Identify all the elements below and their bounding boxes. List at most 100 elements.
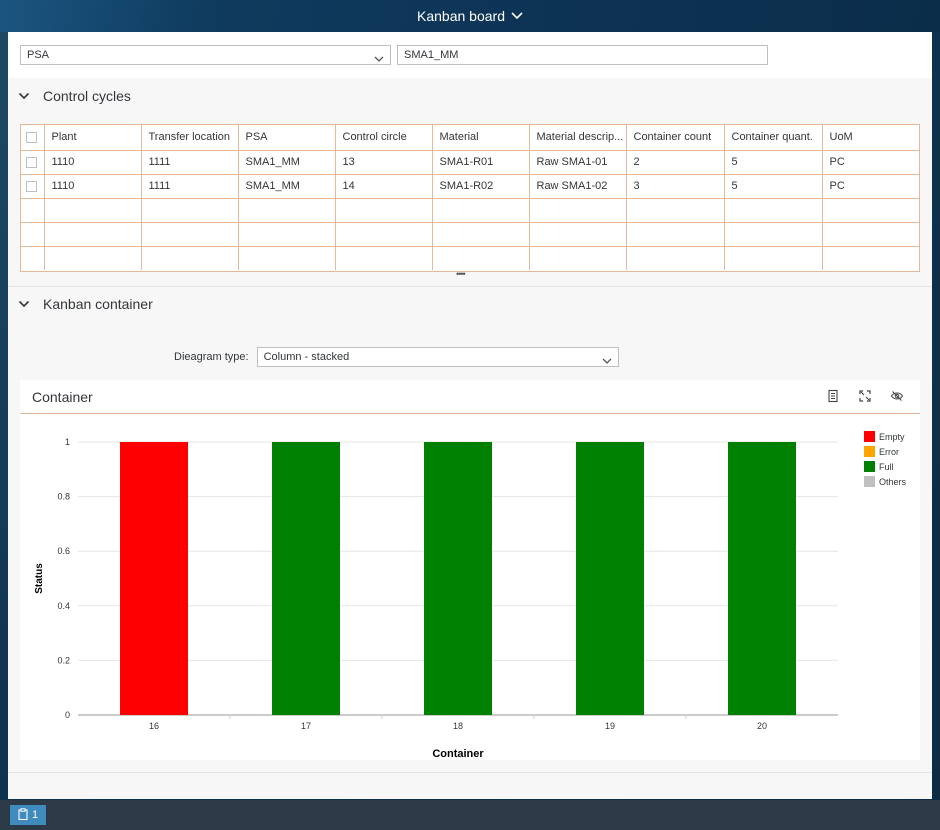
row-checkbox[interactable] — [26, 180, 37, 192]
hide-icon[interactable] — [890, 389, 906, 405]
messages-count: 1 — [31, 809, 39, 821]
chart-legend: Empty Error Full Others — [864, 429, 906, 489]
table-cell: SMA1-R01 — [432, 150, 530, 175]
row-checkbox[interactable] — [26, 156, 37, 168]
container-status-chart: 0 0.2 0.4 0.6 0.8 1 16 17 18 19 20 Container Status — [34, 437, 838, 760]
bar-full-18 — [424, 442, 492, 715]
table-cell: 5 — [724, 150, 823, 175]
column-header[interactable]: Material descrip... — [529, 125, 627, 151]
y-axis-title: Status — [34, 563, 45, 594]
table-cell: PC — [822, 150, 920, 175]
table-cell: Raw SMA1-01 — [529, 150, 627, 175]
column-header[interactable]: Plant — [44, 125, 142, 151]
chevron-down-icon — [602, 353, 612, 371]
table-cell: 1110 — [44, 150, 142, 175]
y-tick-label: 0.8 — [57, 492, 70, 502]
psa-select-value: PSA — [27, 49, 50, 61]
table-row[interactable]: 1110 1111 SMA1_MM 13 SMA1-R01 Raw SMA1-0… — [21, 150, 920, 175]
legend-label: Error — [879, 446, 899, 457]
table-cell: 2 — [626, 150, 725, 175]
page: PSA SMA1_MM Control cycles Plant Transfe… — [8, 32, 932, 799]
fullscreen-icon[interactable] — [858, 389, 874, 405]
table-cell: 1111 — [141, 150, 239, 175]
x-tick-label: 16 — [149, 721, 159, 731]
table-cell: 1110 — [44, 174, 142, 199]
x-tick-label: 17 — [301, 721, 311, 731]
psa-value-text: SMA1_MM — [404, 49, 459, 61]
diagram-type-select[interactable]: Column - stacked — [256, 347, 619, 367]
app-title-menu[interactable]: Kanban board — [417, 8, 523, 24]
collapse-toggle-kanban-container[interactable] — [18, 300, 38, 308]
table-row[interactable]: 1110 1111 SMA1_MM 14 SMA1-R02 Raw SMA1-0… — [21, 174, 920, 199]
select-all-checkbox[interactable] — [26, 131, 37, 143]
diagram-type-row: Dieagram type: Column - stacked — [174, 347, 619, 367]
bottom-divider — [8, 772, 932, 773]
chevron-down-icon — [374, 51, 384, 69]
row-select-cell[interactable] — [21, 174, 45, 199]
y-tick-label: 0.4 — [57, 601, 70, 611]
chevron-down-icon — [511, 12, 523, 20]
chart-title-bar: Container — [20, 380, 920, 414]
diagram-type-label: Dieagram type: — [174, 351, 249, 363]
container-chart-card: Container 0 0.2 0.4 0.6 0.8 1 16 17 18 19 20 Contai… — [20, 380, 920, 760]
row-select-cell[interactable] — [21, 150, 45, 175]
empty-table-row — [21, 198, 920, 223]
chevron-down-icon — [18, 92, 30, 100]
table-cell: SMA1_MM — [238, 174, 336, 199]
legend-item[interactable]: Empty — [864, 429, 906, 444]
bar-full-17 — [272, 442, 340, 715]
collapse-toggle-control-cycles[interactable] — [18, 92, 38, 100]
table-resize-handle[interactable]: •••• — [456, 269, 466, 279]
legend-swatch-others — [864, 476, 875, 487]
legend-label: Others — [879, 476, 907, 487]
chevron-down-icon — [18, 300, 30, 308]
footer-bar: 1 — [0, 800, 940, 830]
column-header[interactable]: Container count — [626, 125, 725, 151]
filter-bar: PSA SMA1_MM — [8, 32, 932, 78]
y-tick-label: 0.2 — [57, 655, 70, 665]
control-cycles-header: Control cycles — [8, 82, 932, 110]
y-tick-label: 1 — [65, 437, 70, 447]
messages-button[interactable]: 1 — [10, 805, 46, 825]
table-cell: 5 — [724, 174, 823, 199]
psa-value-field[interactable]: SMA1_MM — [397, 45, 768, 65]
legend-swatch-error — [864, 446, 875, 457]
shell-header: Kanban board — [0, 0, 940, 32]
y-tick-label: 0.6 — [57, 546, 70, 556]
table-header-row: Plant Transfer location PSA Control circ… — [21, 125, 920, 151]
column-header[interactable]: Material — [432, 125, 530, 151]
column-header[interactable]: UoM — [822, 125, 920, 151]
legend-item[interactable]: Error — [864, 444, 906, 459]
empty-table-row — [21, 222, 920, 247]
select-all-cell[interactable] — [21, 125, 45, 151]
table-cell: Raw SMA1-02 — [529, 174, 627, 199]
table-cell: 13 — [335, 150, 433, 175]
legend-label: Full — [879, 461, 894, 472]
x-tick-label: 18 — [453, 721, 463, 731]
bar-empty-16 — [120, 442, 188, 715]
table-cell: SMA1_MM — [238, 150, 336, 175]
column-header[interactable]: Container quant. — [724, 125, 823, 151]
kanban-container-header: Kanban container — [8, 290, 932, 318]
bar-full-20 — [728, 442, 796, 715]
legend-swatch-empty — [864, 431, 875, 442]
table-view-icon[interactable] — [826, 389, 842, 405]
table-cell: SMA1-R02 — [432, 174, 530, 199]
table-cell: 3 — [626, 174, 725, 199]
section-title: Control cycles — [43, 88, 131, 104]
psa-select[interactable]: PSA — [20, 45, 391, 65]
legend-item[interactable]: Others — [864, 474, 906, 489]
app-title: Kanban board — [417, 8, 505, 24]
legend-item[interactable]: Full — [864, 459, 906, 474]
legend-swatch-full — [864, 461, 875, 472]
x-axis-title: Container — [432, 748, 484, 760]
control-cycles-table: Plant Transfer location PSA Control circ… — [20, 124, 920, 272]
section-divider — [8, 286, 932, 287]
chart-toolbar — [826, 389, 906, 405]
column-header[interactable]: Transfer location — [141, 125, 239, 151]
column-header[interactable]: PSA — [238, 125, 336, 151]
clipboard-icon — [18, 807, 28, 823]
legend-label: Empty — [879, 431, 905, 442]
column-header[interactable]: Control circle — [335, 125, 433, 151]
y-tick-label: 0 — [65, 710, 70, 720]
